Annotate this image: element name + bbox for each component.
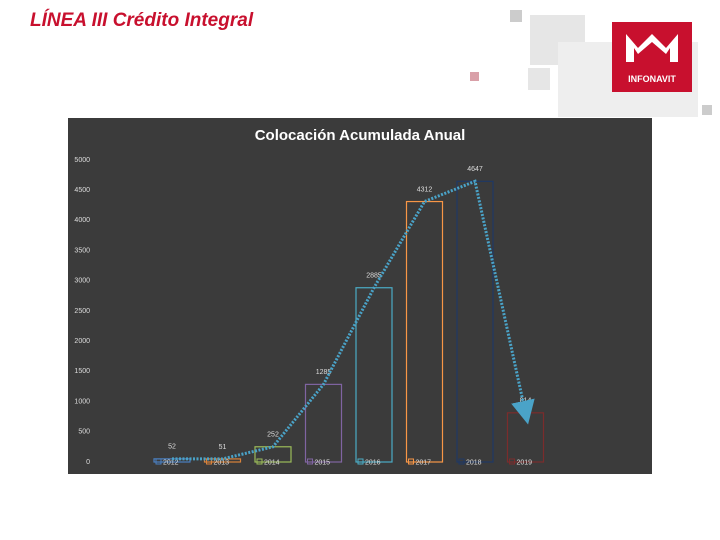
- data-label: 2885: [366, 273, 382, 280]
- x-tick-label: 2017: [416, 459, 432, 466]
- legend-swatch: [155, 458, 162, 465]
- decor: [510, 10, 522, 22]
- decor: [702, 105, 712, 115]
- data-label: 4647: [467, 166, 483, 173]
- x-tick-label: 2016: [365, 459, 381, 466]
- x-tick-label: 2014: [264, 459, 280, 466]
- y-tick-label: 1000: [74, 398, 90, 405]
- y-tick-label: 5000: [74, 157, 90, 164]
- x-tick-label: 2015: [315, 459, 331, 466]
- y-tick-label: 4500: [74, 187, 90, 194]
- legend-swatch: [307, 458, 313, 465]
- data-label: 1285: [316, 369, 332, 376]
- data-label: 52: [168, 444, 176, 451]
- legend-swatch: [509, 458, 515, 465]
- data-label: 51: [219, 444, 227, 451]
- chart-title: Colocación Acumulada Anual: [255, 127, 466, 144]
- y-tick-label: 3500: [74, 247, 90, 254]
- legend-swatch: [256, 458, 263, 465]
- x-tick-label: 2019: [517, 459, 533, 466]
- logo-mark: [626, 34, 678, 62]
- y-tick-label: 1500: [74, 368, 90, 375]
- y-tick-label: 3000: [74, 278, 90, 285]
- y-tick-label: 4000: [74, 217, 90, 224]
- data-label: 252: [267, 432, 279, 439]
- legend-swatch: [408, 458, 414, 465]
- legend-swatch: [458, 458, 465, 465]
- y-tick-label: 2000: [74, 338, 90, 345]
- legend-swatch: [357, 458, 364, 465]
- chart: Colocación Acumulada Anual 0 500 1000 1500 2…: [68, 118, 652, 474]
- data-label: 814: [520, 398, 532, 405]
- logo: INFONAVIT: [612, 22, 692, 92]
- data-label: 4312: [417, 186, 433, 193]
- x-tick-label: 2012: [163, 459, 179, 466]
- decor: [528, 68, 550, 90]
- y-tick-label: 500: [78, 429, 90, 436]
- page-title: LÍNEA III Crédito Integral: [30, 10, 254, 31]
- x-tick-label: 2013: [214, 459, 230, 466]
- bar: [405, 200, 444, 463]
- chart-background: [68, 118, 652, 474]
- legend-swatch: [206, 458, 212, 465]
- y-tick-label: 0: [86, 459, 90, 466]
- logo-text: INFONAVIT: [628, 74, 676, 84]
- y-tick-label: 2500: [74, 308, 90, 315]
- x-tick-label: 2018: [466, 459, 482, 466]
- decor: [470, 72, 479, 81]
